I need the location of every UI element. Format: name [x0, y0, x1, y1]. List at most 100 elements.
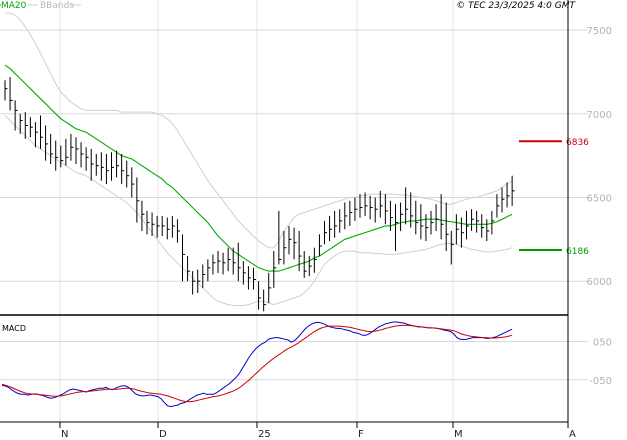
ohlc-bar	[126, 160, 130, 188]
ohlc-bar	[34, 122, 38, 148]
ohlc-bar	[258, 281, 262, 310]
ohlc-bar	[111, 152, 114, 181]
ohlc-bar	[359, 194, 363, 218]
macd-y-tick-label: -050	[589, 376, 612, 387]
ohlc-bar	[45, 125, 49, 161]
ohlc-bar	[501, 187, 505, 213]
ohlc-bar	[247, 266, 251, 290]
level-label: 6836	[566, 138, 589, 148]
ohlc-bar	[405, 187, 409, 225]
ohlc-bar	[156, 215, 160, 238]
ohlc-bar	[379, 190, 383, 218]
ohlc-bar	[202, 264, 206, 288]
ohlc-bar	[227, 247, 231, 272]
ohlc-bar	[75, 137, 79, 164]
ohlc-bar	[339, 209, 343, 233]
ohlc-bar	[24, 112, 28, 139]
ohlc-bar	[29, 117, 33, 138]
x-tick-label: 25	[258, 429, 271, 440]
ohlc-bar	[14, 100, 18, 131]
ohlc-bar	[182, 234, 185, 282]
ohlc-bar	[253, 267, 256, 290]
ohlc-bar	[334, 210, 338, 238]
ohlc-bar	[389, 200, 393, 231]
ohlc-bar	[187, 256, 191, 282]
ohlc-bar	[232, 247, 236, 275]
ma20-legend-label: MA20	[1, 1, 27, 11]
ohlc-bar	[303, 251, 307, 278]
ohlc-bar	[141, 200, 145, 231]
ohlc-bar	[364, 192, 368, 216]
x-tick-label: F	[358, 429, 364, 440]
ohlc-bar	[80, 142, 84, 168]
ohlc-bar	[313, 247, 317, 273]
price-annotations: 6836 6186	[519, 138, 589, 257]
ohlc-bar	[146, 210, 150, 235]
ohlc-bar	[511, 175, 515, 206]
ma20-line	[4, 64, 513, 272]
ohlc-bar	[273, 251, 277, 288]
ohlc-bar	[55, 140, 59, 171]
ohlc-bar	[40, 115, 43, 149]
macd-grid	[0, 340, 588, 381]
ohlc-bar	[60, 145, 64, 168]
ohlc-bar	[166, 217, 170, 240]
ohlc-bar	[136, 177, 140, 223]
ohlc-bar	[65, 138, 69, 166]
ohlc-bar	[298, 230, 302, 272]
ohlc-bar	[268, 272, 272, 303]
ohlc-bar	[318, 234, 322, 257]
ohlc-bar	[308, 256, 312, 277]
ohlc-bar	[415, 200, 419, 235]
ohlc-bar	[121, 153, 125, 185]
ohlc-bar	[420, 204, 424, 240]
price-y-tick-label: 6000	[587, 277, 612, 288]
bb-upper-line	[5, 12, 513, 249]
ma20-line-group	[4, 64, 513, 272]
macd-y-tick-label: 050	[593, 337, 612, 348]
ohlc-bar	[491, 210, 495, 235]
ohlc-bar	[161, 215, 165, 236]
ohlc-bar	[237, 242, 241, 282]
ohlc-bar	[440, 194, 444, 240]
ohlc-bar	[85, 147, 89, 171]
ohlc-bar	[100, 152, 104, 181]
x-tick-labels: N D 25 F M A	[59, 422, 576, 440]
ohlc-bar	[471, 209, 475, 231]
ohlc-bar	[445, 202, 449, 252]
ohlc-bar	[278, 210, 282, 265]
ohlc-bar	[455, 214, 459, 245]
macd-signal-line	[1, 324, 513, 403]
ohlc-bar	[430, 210, 434, 235]
ohlc-bar	[410, 192, 414, 228]
ohlc-bar	[9, 76, 13, 111]
ohlc-bar	[460, 217, 464, 248]
ohlc-bars	[4, 76, 515, 312]
ohlc-bar	[95, 153, 99, 176]
ohlc-bar	[19, 113, 23, 134]
ohlc-bar	[90, 148, 94, 181]
ohlc-bar	[384, 194, 388, 225]
level-label: 6186	[566, 247, 589, 257]
ohlc-bar	[395, 204, 398, 252]
ohlc-bar	[207, 259, 211, 282]
x-tick-label: D	[159, 429, 167, 440]
ohlc-bar	[425, 214, 429, 242]
ohlc-bar	[50, 133, 54, 164]
ohlc-bar	[70, 133, 74, 161]
ohlc-bar	[496, 194, 500, 218]
x-tick-label: N	[61, 429, 68, 440]
ohlc-bar	[288, 225, 292, 255]
ohlc-bar	[374, 197, 378, 223]
ohlc-bar	[400, 202, 404, 231]
ohlc-bar	[369, 195, 373, 220]
ohlc-bar	[192, 271, 196, 295]
ohlc-bar	[466, 210, 469, 240]
y-tick-labels: 7500 7000 6500 6000 050 -050	[587, 26, 612, 387]
ohlc-bar	[450, 230, 454, 265]
ohlc-bar	[476, 210, 480, 233]
ohlc-bar	[293, 227, 297, 260]
x-tick-label: M	[454, 429, 463, 440]
price-y-tick-label: 7500	[587, 26, 612, 37]
